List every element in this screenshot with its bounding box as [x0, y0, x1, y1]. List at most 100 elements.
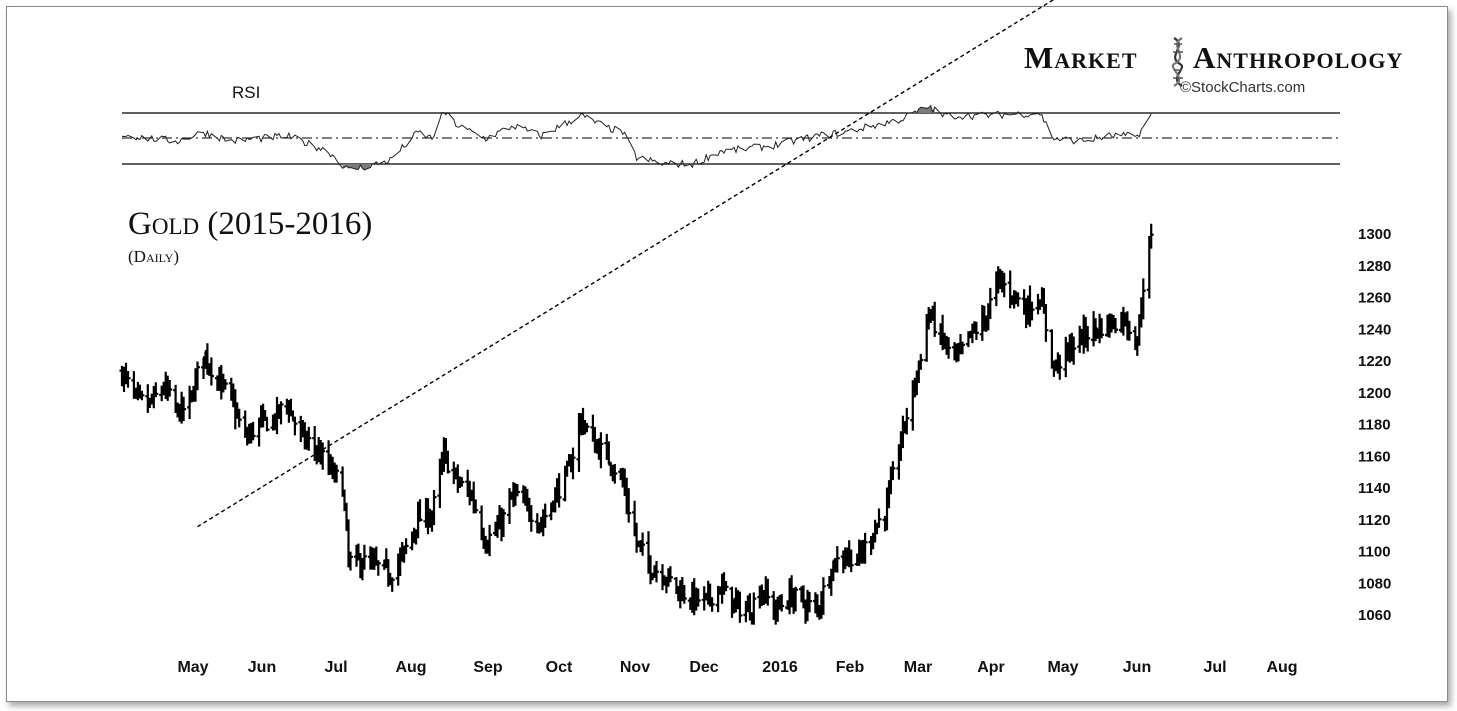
price-bar	[445, 450, 451, 474]
y-tick-label: 1280	[1358, 258, 1391, 275]
price-bar	[667, 566, 673, 583]
x-tick-label: Aug	[1266, 659, 1297, 676]
x-tick-label: Mar	[904, 659, 932, 676]
price-bar	[876, 508, 882, 528]
y-axis: 1060 1080 1100 1120 1140 1160 1180 1200 1220 1240…	[1358, 226, 1391, 624]
price-bar	[153, 382, 159, 398]
price-bar	[723, 581, 729, 592]
x-tick-label: Feb	[836, 659, 865, 676]
x-tick-label: Sep	[473, 659, 503, 676]
price-bar	[1057, 354, 1063, 380]
price-bar	[236, 408, 242, 428]
x-tick-label: Nov	[620, 659, 650, 676]
y-tick-label: 1060	[1358, 607, 1391, 624]
y-tick-label: 1300	[1358, 226, 1391, 243]
y-tick-label: 1200	[1358, 385, 1391, 402]
price-bar	[709, 597, 715, 612]
price-bar	[320, 442, 326, 470]
price-bar	[292, 416, 298, 436]
price-bar	[765, 578, 771, 606]
price-bar	[264, 417, 270, 432]
price-bar	[181, 396, 187, 422]
price-bar	[389, 577, 395, 592]
rsi-panel: RSI	[121, 83, 1340, 171]
brand-name-part1: Market	[1024, 40, 1138, 75]
price-bar	[1029, 301, 1035, 321]
x-tick-label: Aug	[395, 659, 426, 676]
price-bar	[737, 591, 743, 623]
stockcharts-credit: ©StockCharts.com	[1180, 79, 1305, 96]
price-bar	[125, 371, 131, 388]
price-bar	[167, 380, 173, 397]
x-axis: May Jun Jul Aug Sep Oct Nov Dec 2016 Feb Mar Apr May…	[177, 659, 1297, 676]
price-bar	[918, 353, 924, 370]
price-bar	[598, 432, 604, 469]
x-tick-label: Jul	[1203, 659, 1226, 676]
rsi-label: RSI	[232, 83, 260, 102]
dna-helix-icon	[1171, 37, 1183, 87]
x-tick-label: Jul	[324, 659, 347, 676]
price-bar	[1085, 326, 1091, 352]
price-bar	[222, 379, 228, 390]
rsi-extreme-shade	[684, 164, 693, 168]
y-tick-label: 1180	[1358, 417, 1391, 434]
x-tick-label: Dec	[689, 659, 718, 676]
x-tick-label: Jun	[248, 659, 276, 676]
y-tick-label: 1260	[1358, 290, 1391, 307]
price-bar	[417, 499, 423, 522]
price-bar	[626, 488, 632, 523]
price-bar	[556, 473, 562, 508]
price-bar	[695, 588, 701, 607]
price-bar	[987, 287, 993, 319]
brand-logo: Market Anthropology ©StockCharts.com	[1024, 37, 1403, 96]
y-tick-label: 1160	[1358, 448, 1391, 465]
price-bar	[1015, 292, 1021, 307]
price-bar	[139, 390, 145, 401]
price-bar	[403, 538, 409, 555]
rsi-line	[121, 104, 1152, 171]
y-tick-label: 1140	[1358, 480, 1391, 497]
trendline	[197, 0, 1055, 528]
y-tick-label: 1240	[1358, 321, 1391, 338]
price-bar	[584, 423, 590, 433]
price-bar	[1126, 320, 1132, 341]
price-bar	[459, 477, 465, 487]
price-bar	[208, 357, 214, 386]
price-bar	[195, 361, 200, 391]
price-bar	[431, 490, 437, 526]
price-bar	[501, 509, 506, 537]
price-bar	[542, 503, 548, 528]
x-tick-label: May	[177, 659, 208, 676]
brand-name-part2: Anthropology	[1193, 40, 1403, 75]
price-bar	[681, 585, 687, 604]
price-bar	[807, 591, 812, 613]
price-bar	[1093, 318, 1099, 342]
price-bar	[1071, 336, 1077, 365]
price-bar	[1043, 304, 1049, 342]
price-bar	[375, 560, 381, 576]
chart-subtitle: (Daily)	[128, 247, 179, 266]
price-bar	[932, 301, 938, 337]
price-bar	[612, 464, 618, 484]
price-bar	[946, 337, 952, 359]
price-bar	[1001, 272, 1007, 298]
price-bar	[348, 551, 353, 571]
price-bar	[473, 499, 479, 514]
x-tick-label: Oct	[546, 659, 573, 676]
y-tick-label: 1120	[1358, 512, 1391, 529]
price-bar	[834, 546, 840, 573]
price-bar	[514, 484, 520, 497]
price-bar	[960, 341, 965, 355]
price-bar	[334, 464, 340, 483]
price-bar	[250, 421, 256, 441]
price-bar	[1113, 318, 1118, 334]
price-bar	[1148, 223, 1154, 249]
price-bar	[1140, 278, 1146, 320]
price-bar	[361, 544, 367, 570]
price-bars	[119, 223, 1154, 625]
price-bar	[848, 549, 854, 573]
price-bar	[640, 532, 646, 556]
chart-title: Gold (2015-2016)	[128, 206, 372, 242]
price-bar	[528, 505, 534, 532]
